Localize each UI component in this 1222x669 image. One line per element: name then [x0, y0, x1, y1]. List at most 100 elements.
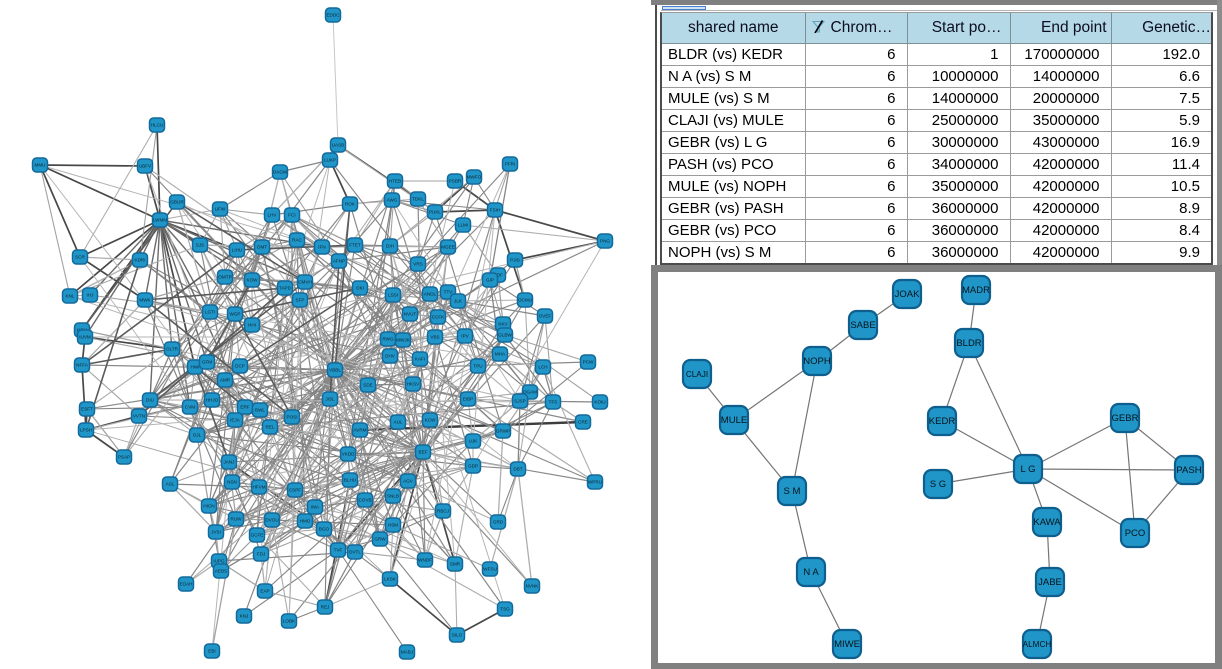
svg-text:ANDL: ANDL [424, 292, 437, 297]
svg-text:LPSH: LPSH [80, 428, 92, 433]
svg-text:RBCJ: RBCJ [437, 509, 449, 514]
svg-text:LIHU: LIHU [232, 248, 242, 253]
svg-text:GRD: GRD [493, 520, 504, 525]
svg-text:MMU: MMU [35, 163, 46, 168]
svg-text:EBI: EBI [208, 649, 215, 654]
svg-text:AMR: AMR [220, 378, 231, 383]
svg-text:IEJA: IEJA [230, 418, 241, 423]
svg-text:EIBP: EIBP [463, 397, 473, 402]
svg-text:MHA: MHA [495, 352, 506, 357]
svg-text:OKI: OKI [356, 286, 364, 291]
svg-text:KCW: KCW [425, 418, 436, 423]
svg-text:MWJK: MWJK [396, 338, 410, 343]
svg-text:POSI: POSI [287, 415, 298, 420]
svg-text:FDJ: FDJ [257, 552, 265, 557]
svg-text:SCR: SCR [75, 255, 85, 260]
svg-text:LGTI: LGTI [205, 310, 215, 315]
svg-text:KNL: KNL [66, 294, 75, 299]
svg-text:SMR: SMR [450, 562, 461, 567]
svg-text:UBFV: UBFV [139, 164, 152, 169]
svg-text:IUPG: IUPG [213, 559, 225, 564]
svg-text:SABE: SABE [850, 320, 875, 331]
svg-text:TTV: TTV [444, 290, 454, 295]
svg-text:AGV: AGV [403, 479, 414, 484]
svg-text:HWI: HWI [191, 365, 200, 370]
svg-text:AUL: AUL [394, 420, 403, 425]
svg-text:TFS: TFS [549, 400, 558, 405]
svg-text:LLMI: LLMI [458, 223, 468, 228]
svg-text:ALMCH: ALMCH [1023, 640, 1052, 649]
svg-text:UFW: UFW [215, 207, 226, 212]
svg-text:LWMM: LWMM [153, 218, 167, 223]
svg-text:HSM: HSM [388, 523, 398, 528]
svg-text:GLBW: GLBW [498, 333, 512, 338]
svg-text:IMA: IMA [311, 505, 320, 510]
svg-text:GBUR: GBUR [170, 200, 184, 205]
svg-text:JLK: JLK [454, 299, 463, 304]
svg-text:KOW: KOW [247, 278, 259, 283]
svg-text:JABE: JABE [1038, 577, 1062, 588]
svg-text:SILO: SILO [452, 633, 463, 638]
svg-text:KDRI: KDRI [135, 258, 146, 263]
svg-text:OAGW: OAGW [273, 170, 288, 175]
svg-text:EAP: EAP [260, 589, 269, 594]
svg-text:VVTN: VVTN [133, 414, 145, 419]
svg-text:CCFK: CCFK [432, 315, 445, 320]
svg-text:WNDF: WNDF [418, 558, 432, 563]
svg-text:RWG: RWG [382, 337, 394, 342]
svg-text:IHJ: IHJ [87, 293, 94, 298]
svg-text:REL: REL [266, 425, 275, 430]
svg-text:AVRM: AVRM [354, 428, 367, 433]
svg-text:LKSK: LKSK [384, 577, 397, 582]
svg-text:HICN: HICN [203, 504, 214, 509]
svg-text:OLTR: OLTR [166, 347, 179, 352]
svg-text:AWG: AWG [387, 198, 398, 203]
svg-text:TVF: TVF [334, 548, 343, 553]
svg-text:JOAK: JOAK [895, 289, 920, 300]
svg-text:KNJ: KNJ [240, 614, 249, 619]
svg-text:OCMU: OCMU [518, 298, 532, 303]
svg-text:PFRI: PFRI [505, 162, 515, 167]
svg-text:MABJ: MABJ [401, 650, 413, 655]
svg-text:OVEF: OVEF [539, 314, 552, 319]
svg-text:DVTL: DVTL [349, 550, 361, 555]
svg-text:ASL: ASL [166, 482, 175, 487]
svg-text:OMT: OMT [257, 245, 267, 250]
svg-text:WGP: WGP [230, 312, 241, 317]
svg-text:JISL: JISL [325, 397, 335, 402]
svg-text:PSBR: PSBR [449, 179, 462, 184]
svg-text:HFVM: HFVM [252, 485, 265, 490]
svg-text:TSG: TSG [500, 607, 510, 612]
svg-text:EOAH: EOAH [179, 582, 192, 587]
svg-text:JVSI: JVSI [211, 530, 221, 535]
svg-text:ROK: ROK [345, 202, 356, 207]
svg-text:AEBS: AEBS [215, 569, 227, 574]
svg-text:DVOU: DVOU [265, 518, 278, 523]
svg-text:N A: N A [803, 567, 819, 578]
svg-text:MWFO: MWFO [467, 175, 482, 180]
svg-text:OJL: OJL [193, 433, 202, 438]
svg-text:BGO: BGO [319, 527, 330, 532]
svg-text:CRE: CRE [578, 420, 588, 425]
svg-text:S G: S G [930, 479, 946, 490]
svg-text:MDF: MDF [493, 273, 503, 278]
svg-text:LOBK: LOBK [283, 619, 296, 624]
svg-text:OMTP: OMTP [218, 275, 231, 280]
svg-text:NVUT: NVUT [404, 312, 417, 317]
svg-text:NFFA: NFFA [76, 363, 89, 368]
svg-text:S M: S M [784, 486, 801, 497]
svg-text:DBT: DBT [513, 467, 522, 472]
svg-text:BLDR: BLDR [956, 338, 981, 349]
svg-text:SJSP: SJSP [514, 399, 526, 404]
svg-text:ERF: ERF [240, 405, 249, 410]
svg-text:HTEB: HTEB [389, 179, 401, 184]
svg-text:HHJO: HHJO [206, 398, 219, 403]
svg-text:DCP: DCP [235, 364, 245, 369]
svg-text:CMVH: CMVH [298, 280, 312, 285]
svg-text:LUKP: LUKP [324, 158, 336, 163]
svg-text:HKSV: HKSV [407, 382, 420, 387]
svg-text:KAWA: KAWA [1033, 517, 1061, 528]
svg-text:REJ: REJ [321, 605, 330, 610]
svg-text:BEF: BEF [419, 450, 428, 455]
svg-text:PNG: PNG [600, 239, 610, 244]
